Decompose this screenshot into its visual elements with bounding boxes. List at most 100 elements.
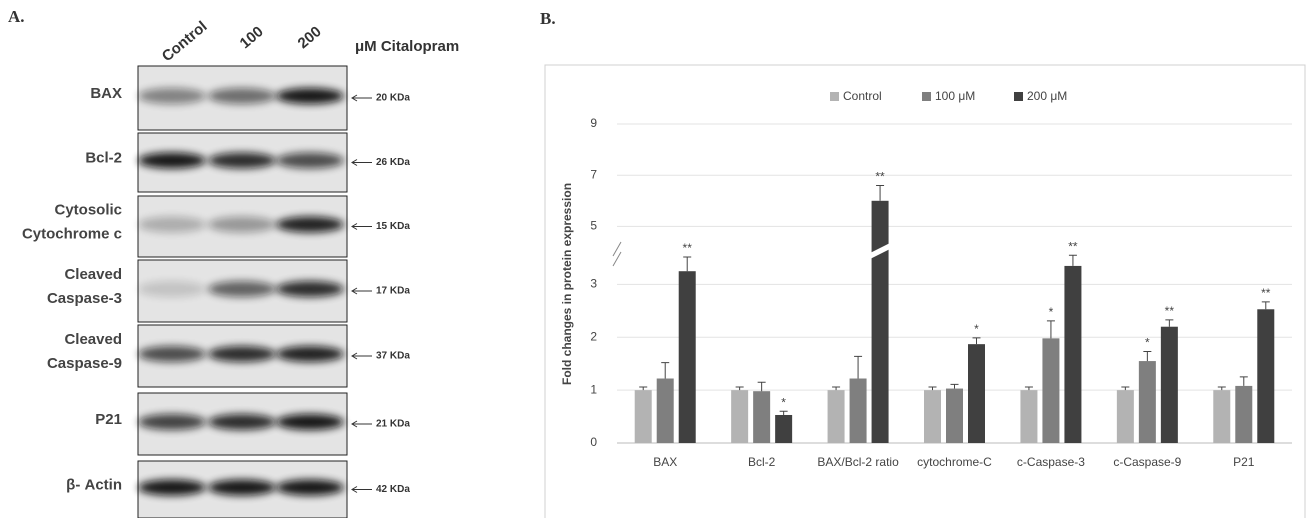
column-label: Control — [159, 18, 211, 65]
arrow — [352, 95, 372, 101]
error-bar — [1262, 302, 1270, 309]
arrow — [352, 288, 372, 294]
bar — [775, 415, 792, 443]
row-label: Cytosolic — [54, 201, 122, 218]
arrow — [352, 487, 372, 493]
significance-label: * — [1049, 305, 1054, 319]
band — [138, 153, 206, 169]
significance-label: ** — [1165, 304, 1175, 318]
legend-label: 100 μM — [935, 89, 975, 103]
x-tick-label: c-Caspase-9 — [1113, 455, 1181, 469]
x-tick-label: Bcl-2 — [748, 455, 776, 469]
x-tick-label: BAX — [653, 455, 677, 469]
band — [276, 217, 344, 233]
legend-swatch — [830, 92, 839, 101]
row-label: P21 — [95, 411, 122, 428]
column-label: 100 — [237, 23, 267, 52]
row-label: Bcl-2 — [85, 149, 122, 166]
row-label: Cleaved — [64, 266, 122, 283]
bar — [753, 391, 770, 443]
bar — [828, 390, 845, 443]
row-label: β- Actin — [66, 476, 122, 493]
column-label: 200 — [295, 23, 325, 52]
axis-break — [613, 242, 621, 266]
bar — [657, 379, 674, 443]
weight-label: 17 KDa — [376, 286, 410, 297]
bar — [1042, 338, 1059, 443]
band — [138, 281, 206, 297]
band — [208, 414, 276, 430]
column-unit: μM Citalopram — [355, 38, 459, 55]
band — [208, 480, 276, 496]
band — [208, 346, 276, 362]
error-bar — [1047, 321, 1055, 338]
band — [276, 153, 344, 169]
band — [276, 480, 344, 496]
y-tick-label: 1 — [590, 382, 597, 396]
error-bar — [683, 257, 691, 271]
bar — [731, 390, 748, 443]
chart-frame — [545, 65, 1305, 518]
error-bar — [973, 338, 981, 344]
x-tick-label: c-Caspase-3 — [1017, 455, 1085, 469]
legend-label: Control — [843, 89, 882, 103]
error-bar — [1240, 377, 1248, 386]
bar — [1139, 361, 1156, 443]
bar — [1257, 309, 1274, 443]
weight-label: 26 KDa — [376, 157, 410, 168]
band — [208, 217, 276, 233]
bar — [968, 344, 985, 443]
row-label: BAX — [90, 85, 122, 102]
error-bar — [854, 356, 862, 378]
weight-label: 37 KDa — [376, 351, 410, 362]
row-label: Caspase-9 — [47, 355, 122, 372]
bar — [872, 201, 889, 443]
y-axis-title: Fold changes in protein expression — [560, 183, 574, 385]
row-label: Caspase-3 — [47, 290, 122, 307]
weight-label: 20 KDa — [376, 93, 410, 104]
band — [138, 88, 206, 104]
y-tick-label: 3 — [590, 277, 597, 291]
error-bar — [1069, 255, 1077, 266]
weight-label: 21 KDa — [376, 419, 410, 430]
arrow — [352, 353, 372, 359]
error-bar — [1165, 320, 1173, 327]
bar — [1020, 390, 1037, 443]
significance-label: ** — [1068, 239, 1078, 253]
significance-label: ** — [683, 241, 693, 255]
bar — [1161, 327, 1178, 443]
significance-label: * — [974, 322, 979, 336]
band — [208, 153, 276, 169]
row-label: Cytochrome c — [22, 225, 122, 242]
weight-label: 15 KDa — [376, 221, 410, 232]
error-bar — [661, 363, 669, 379]
band — [276, 88, 344, 104]
y-tick-label: 2 — [590, 329, 597, 343]
band — [276, 281, 344, 297]
row-label: Cleaved — [64, 331, 122, 348]
band — [208, 281, 276, 297]
significance-label: ** — [1261, 286, 1271, 300]
bar — [635, 390, 652, 443]
bar — [946, 389, 963, 443]
arrow — [352, 421, 372, 427]
significance-label: * — [781, 395, 786, 409]
band — [138, 414, 206, 430]
legend-swatch — [1014, 92, 1023, 101]
arrow — [352, 224, 372, 230]
panel-label: A. — [8, 7, 25, 26]
figure: A. μM Citalopram B. Fold changes in prot… — [0, 0, 1306, 518]
error-bar — [951, 384, 959, 388]
band — [138, 480, 206, 496]
y-tick-label: 9 — [590, 116, 597, 130]
error-bar — [1143, 352, 1151, 362]
y-tick-label: 7 — [590, 167, 597, 181]
error-bar — [780, 411, 788, 415]
significance-label: ** — [875, 170, 885, 184]
x-tick-label: cytochrome-C — [917, 455, 992, 469]
bar — [924, 390, 941, 443]
band — [208, 88, 276, 104]
x-tick-label: P21 — [1233, 455, 1255, 469]
arrow — [352, 160, 372, 166]
panel-label: B. — [540, 9, 556, 28]
